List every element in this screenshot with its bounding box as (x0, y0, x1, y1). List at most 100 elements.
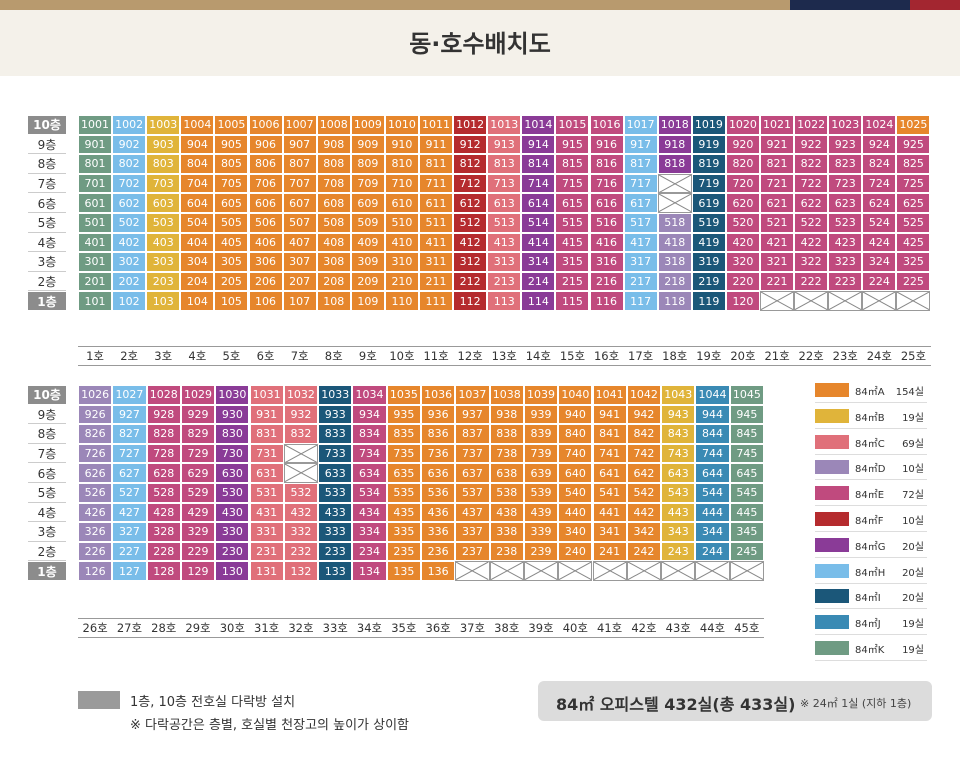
unit-cell: 519 (691, 213, 726, 233)
unit-cell: 205 (214, 271, 249, 292)
legend-type: 84㎡C (855, 438, 885, 450)
legend-item: 84㎡J 19실 (815, 613, 930, 631)
column-label: 3호 (154, 349, 173, 363)
cross-mark-icon (795, 292, 828, 310)
column-label: 33호 (322, 621, 348, 635)
cross-mark-icon (696, 562, 729, 580)
unit-cell: 501 (78, 213, 113, 233)
unit-cell: 626 (78, 463, 113, 483)
unit-cell: 521 (760, 213, 795, 233)
unit-cell: 441 (592, 502, 627, 523)
unit-cell: 318 (657, 252, 692, 272)
unit-cell: 1003 (146, 115, 181, 135)
unit-cell: 802 (112, 154, 147, 174)
unit-cell: 238 (489, 541, 524, 562)
unit-cell: 625 (896, 193, 931, 213)
unit-cell: 323 (828, 252, 863, 272)
unit-cell: 321 (760, 252, 795, 272)
column-label: 27호 (116, 621, 143, 635)
unit-cell: 942 (626, 404, 662, 425)
unit-cell: 741 (592, 443, 627, 464)
unit-cell: 325 (896, 252, 931, 272)
floor-label: 6층 (37, 466, 57, 481)
unit-cell: 1009 (350, 115, 385, 135)
page-title: 동·호수배치도 (409, 30, 551, 58)
legend-type: 84㎡B (855, 412, 885, 424)
unit-cell: 1037 (455, 385, 490, 405)
vacant-cell (862, 291, 897, 311)
column-label: 9호 (358, 349, 377, 363)
cross-mark-icon (658, 194, 691, 212)
unit-cell: 536 (421, 483, 456, 503)
unit-cell: 1006 (248, 115, 283, 135)
legend-swatch (815, 434, 849, 449)
unit-cell: 934 (352, 404, 387, 425)
unit-cell: 319 (691, 252, 726, 272)
unit-cell: 721 (760, 173, 795, 194)
unit-cell: 704 (180, 173, 215, 194)
legend-count: 19실 (902, 619, 924, 631)
unit-cell: 813 (487, 154, 522, 174)
unit-cell: 739 (523, 443, 559, 464)
unit-cell: 534 (352, 483, 387, 503)
unit-cell: 641 (592, 463, 627, 483)
unit-cell: 505 (214, 213, 249, 233)
unit-cell: 427 (112, 502, 147, 523)
unit-cell: 838 (489, 424, 524, 444)
legend-count: 69실 (902, 438, 924, 450)
unit-cell: 936 (421, 404, 456, 425)
unit-cell: 1024 (862, 115, 897, 135)
unit-cell: 504 (180, 213, 215, 233)
unit-cell: 615 (555, 193, 590, 213)
unit-cell: 915 (555, 134, 590, 155)
column-label: 15호 (559, 349, 586, 363)
unit-cell: 303 (146, 252, 181, 272)
unit-cell: 1026 (78, 385, 113, 405)
unit-cell: 227 (112, 541, 147, 562)
legend-count: 19실 (902, 645, 924, 656)
unit-cell: 102 (112, 291, 147, 311)
unit-cell: 634 (352, 463, 387, 483)
unit-cell: 329 (180, 522, 216, 542)
unit-cell: 223 (828, 271, 863, 292)
unit-cell: 204 (180, 271, 215, 292)
unit-cell: 714 (521, 173, 556, 194)
unit-cell: 430 (215, 502, 250, 523)
floor-divider (28, 192, 66, 194)
column-label: 22호 (798, 349, 824, 363)
unit-cell: 418 (657, 232, 692, 253)
unit-cell: 408 (316, 232, 351, 253)
unit-cell: 215 (555, 271, 590, 292)
unit-cell: 904 (180, 134, 215, 155)
unit-cell: 429 (180, 502, 216, 523)
unit-cell: 1045 (729, 385, 764, 405)
column-label: 26호 (82, 621, 108, 635)
unit-cell: 821 (760, 154, 795, 174)
unit-cell: 945 (729, 404, 764, 425)
unit-cell: 432 (283, 502, 319, 523)
unit-cell: 331 (249, 522, 284, 542)
floor-label: 3층 (37, 525, 57, 540)
unit-cell: 628 (146, 463, 181, 483)
unit-cell: 937 (455, 404, 490, 425)
unit-cell: 1025 (896, 115, 931, 135)
column-label: 28호 (151, 621, 177, 635)
unit-cell: 745 (729, 443, 764, 464)
unit-cell: 420 (725, 232, 760, 253)
floor-label: 10층 (28, 386, 66, 404)
vacant-cell (695, 561, 730, 581)
unit-cell: 345 (729, 522, 764, 542)
unit-cell: 710 (384, 173, 419, 194)
unit-cell: 1007 (282, 115, 317, 135)
floor-label: 9층 (37, 407, 57, 422)
column-label: 11호 (423, 349, 449, 363)
unit-cell: 935 (386, 404, 421, 425)
vacant-cell (523, 561, 559, 581)
unit-cell: 126 (78, 561, 113, 581)
unit-cell: 1017 (623, 115, 658, 135)
unit-cell: 1013 (487, 115, 522, 135)
unit-cell: 807 (282, 154, 317, 174)
column-label: 12호 (457, 349, 483, 363)
unit-cell: 839 (523, 424, 559, 444)
unit-cell: 444 (695, 502, 730, 523)
